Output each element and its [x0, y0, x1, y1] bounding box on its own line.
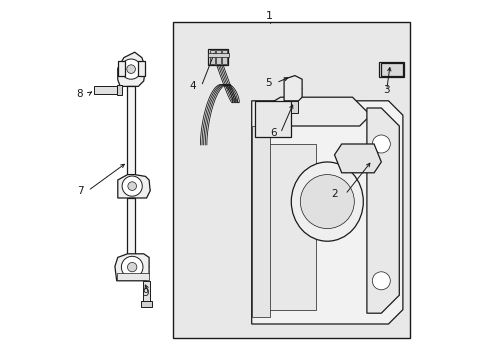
Polygon shape: [366, 108, 399, 313]
Polygon shape: [115, 254, 149, 281]
Polygon shape: [284, 76, 302, 101]
Bar: [172, 22, 409, 338]
Bar: [290, 101, 298, 113]
Polygon shape: [251, 126, 269, 317]
Polygon shape: [118, 52, 145, 86]
Ellipse shape: [291, 162, 363, 241]
Polygon shape: [334, 144, 381, 173]
Text: 2: 2: [330, 189, 337, 199]
Circle shape: [127, 182, 136, 190]
Bar: [255, 101, 291, 137]
Text: 6: 6: [269, 128, 276, 138]
Bar: [222, 50, 227, 64]
Bar: [381, 63, 402, 76]
Bar: [117, 273, 149, 280]
Circle shape: [122, 176, 142, 196]
Circle shape: [127, 262, 137, 272]
Bar: [142, 281, 150, 303]
Bar: [118, 61, 125, 76]
Bar: [138, 61, 145, 76]
Polygon shape: [262, 97, 370, 126]
Circle shape: [371, 135, 389, 153]
Bar: [379, 62, 403, 77]
Bar: [94, 86, 117, 94]
Bar: [208, 49, 228, 65]
Bar: [141, 301, 152, 307]
Polygon shape: [251, 101, 402, 324]
Bar: [127, 198, 135, 256]
Circle shape: [121, 59, 141, 79]
Text: 1: 1: [265, 11, 273, 21]
Text: 5: 5: [265, 78, 272, 88]
Text: 7: 7: [77, 186, 84, 196]
Circle shape: [371, 272, 389, 290]
Polygon shape: [258, 144, 316, 310]
Bar: [215, 50, 221, 64]
Circle shape: [121, 256, 142, 278]
Text: 8: 8: [77, 89, 83, 99]
Bar: [127, 86, 135, 180]
Polygon shape: [118, 175, 150, 198]
Circle shape: [300, 175, 354, 229]
Text: 3: 3: [383, 85, 389, 95]
Bar: [207, 53, 229, 57]
Circle shape: [126, 65, 135, 73]
Bar: [209, 50, 215, 64]
Text: 9: 9: [142, 288, 148, 298]
Text: 4: 4: [188, 81, 195, 91]
Bar: [117, 85, 122, 95]
